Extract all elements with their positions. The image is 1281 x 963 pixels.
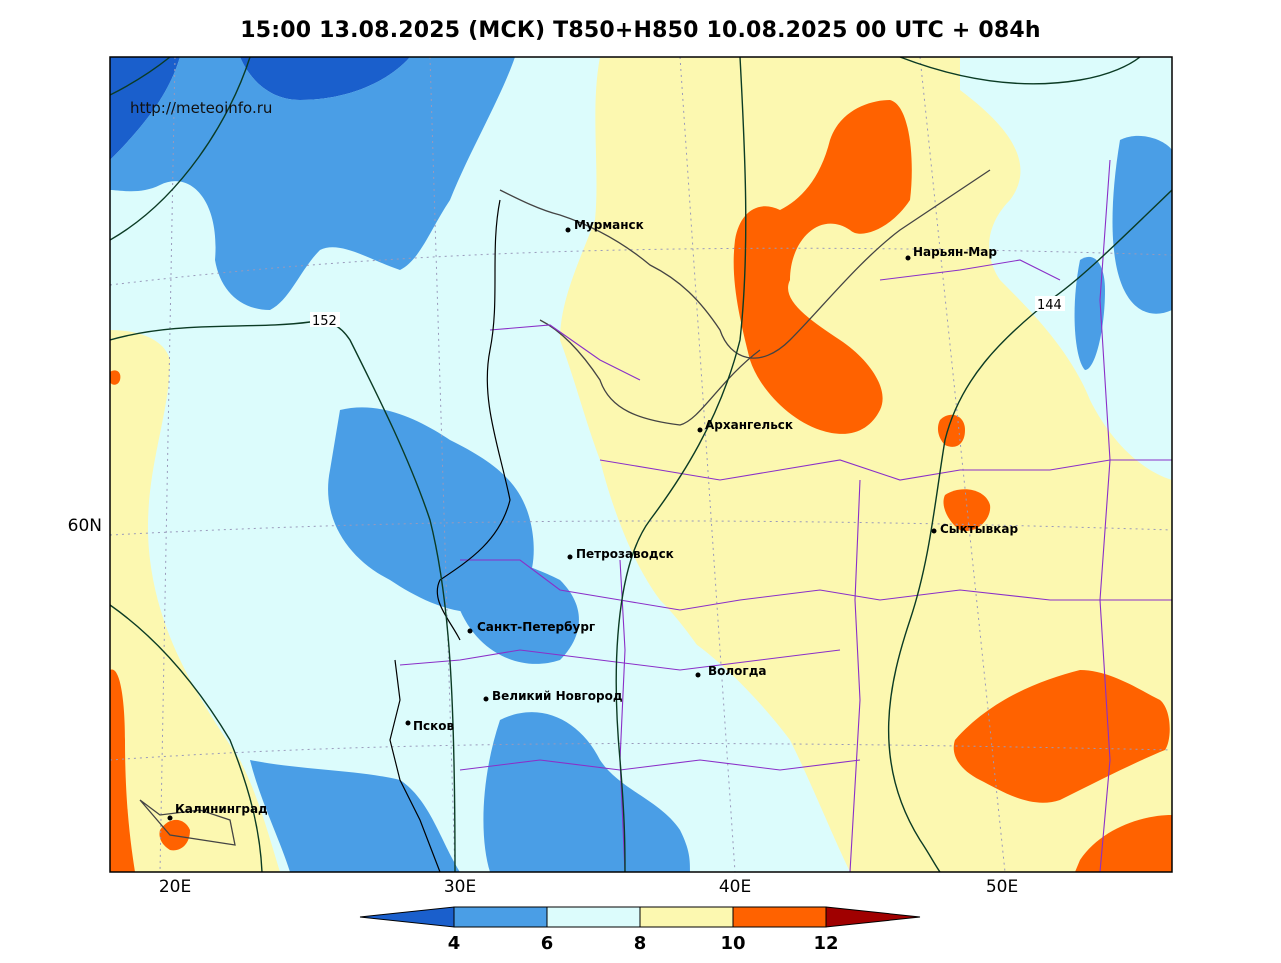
city-marker-kaliningrad [167,815,173,821]
isoline-sw [110,604,263,872]
geopotential-isolines [110,57,1172,872]
band-4-6-ladoga [450,556,579,664]
city-label-arkhangelsk: Архангельск [705,418,793,432]
isoline-north-2 [110,57,171,96]
band-10-12-se-corner [1075,815,1172,872]
isoline-ne [899,57,1141,85]
city-label-murmansk: Мурманск [574,218,644,232]
city-label-veliky-novgorod: Великий Новгород [492,689,623,703]
band-below-4-nw [110,57,180,160]
band-10-12-southeast [953,670,1170,803]
cities: Мурманск Нарьян-Мар Архангельск Сыктывка… [167,218,1018,821]
y-tick-60n: 60N [68,516,102,536]
colorbar: 4 6 8 10 12 [359,906,921,954]
colorbar-label-6: 6 [541,933,554,954]
city-label-petrozavodsk: Петрозаводск [576,547,674,561]
band-below-4-north [240,57,410,100]
city-marker-murmansk [565,227,571,233]
colorbar-label-8: 8 [634,933,647,954]
band-6-8-center [683,640,850,872]
isoline-label-144: 144 [1037,298,1062,313]
band-4-6-north [110,57,515,310]
city-label-naryan-mar: Нарьян-Мар [913,245,997,259]
city-marker-naryan-mar [905,255,911,261]
isoline-152 [110,320,456,872]
city-marker-arkhangelsk [697,427,703,433]
city-label-syktyvkar: Сыктывкар [940,522,1018,536]
band-8-10-west [110,330,280,872]
city-marker-vologda [695,672,701,678]
country-borders [389,199,511,872]
x-tick-20e: 20E [159,877,191,897]
city-label-vologda: Вологда [708,664,766,678]
colorbar-8-10 [639,906,734,928]
isoline-labels: 152 144 [310,296,1065,329]
city-marker-saint-petersburg [467,628,473,634]
x-tick-50e: 50E [986,877,1018,897]
colorbar-label-10: 10 [720,933,745,954]
band-10-12-small-2 [943,489,991,531]
colorbar-label-4: 4 [448,933,461,954]
city-marker-pskov [405,720,411,726]
city-marker-petrozavodsk [567,554,573,560]
band-4-6-east-small [1074,256,1105,370]
city-marker-syktyvkar [931,528,937,534]
city-label-kaliningrad: Калининград [175,802,268,816]
colorbar-6-8 [546,906,641,928]
city-marker-veliky-novgorod [483,696,489,702]
band-4-6-east [1112,135,1172,314]
x-tick-40e: 40E [719,877,751,897]
colorbar-4-6 [453,906,548,928]
colorbar-above-12 [825,906,921,928]
isoline-144 [888,189,1172,872]
admin-borders [399,159,1172,872]
axis-labels: 20E 30E 40E 50E 60N [68,516,1019,897]
graticule [110,57,1172,872]
isoline-north-1 [110,57,251,241]
isoline-center [615,57,747,872]
temperature-field [110,57,1172,872]
map-frame [109,56,1173,873]
band-4-6-south [250,760,460,872]
coastlines [139,169,991,846]
colorbar-10-12 [732,906,827,928]
band-10-12-west-dot [110,370,121,385]
band-10-12-west [110,669,135,872]
band-4-6-south-central [483,712,690,872]
city-label-saint-petersburg: Санкт-Петербург [477,620,595,634]
x-tick-30e: 30E [444,877,476,897]
map-title: 15:00 13.08.2025 (МСК) T850+H850 10.08.2… [240,18,1041,43]
colorbar-label-12: 12 [813,933,838,954]
isoline-label-152: 152 [312,314,337,329]
colorbar-below-4 [359,906,455,928]
city-label-pskov: Псков [413,719,455,733]
source-label: http://meteoinfo.ru [130,99,272,117]
